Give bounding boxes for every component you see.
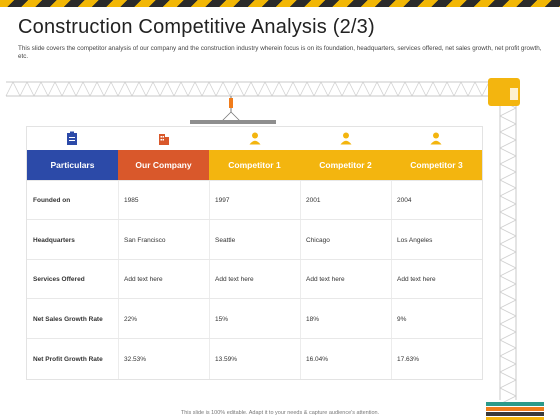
stacked-blocks-decoration bbox=[486, 402, 544, 420]
header-competitor-3: Competitor 3 bbox=[391, 150, 482, 180]
page-title: Construction Competitive Analysis (2/3) bbox=[18, 16, 375, 38]
cell-competitor-3: 2004 bbox=[397, 197, 412, 204]
cell-competitor-3: Add text here bbox=[397, 276, 436, 283]
building-icon bbox=[159, 134, 169, 145]
row-label: Net Sales Growth Rate bbox=[33, 315, 103, 323]
steel-beam bbox=[190, 120, 276, 124]
row-label: Net Profit Growth Rate bbox=[33, 355, 103, 363]
cell-competitor-2: Add text here bbox=[306, 276, 345, 283]
row-label: Founded on bbox=[33, 197, 71, 204]
cell-competitor-2: 2001 bbox=[306, 197, 321, 204]
person-icon bbox=[340, 132, 352, 145]
hazard-stripe-bar bbox=[0, 0, 560, 7]
cell-competitor-3: 17.63% bbox=[397, 355, 420, 363]
header-our-company: Our Company bbox=[118, 150, 209, 180]
table-row-net-profit: Net Profit Growth Rate 32.53% 13.59% 16.… bbox=[27, 338, 482, 379]
cell-competitor-2: 18% bbox=[306, 315, 320, 323]
row-label: Headquarters bbox=[33, 236, 75, 244]
clipboard-icon bbox=[67, 131, 77, 145]
icon-row bbox=[27, 127, 482, 149]
cell-competitor-1: Add text here bbox=[215, 276, 254, 283]
cell-our-company: 32.53% bbox=[124, 355, 147, 363]
cell-competitor-1: 15% bbox=[215, 315, 229, 323]
person-icon bbox=[430, 132, 442, 145]
competitor-table: Particulars Our Company Competitor 1 Com… bbox=[26, 126, 483, 380]
table-row-net-sales: Net Sales Growth Rate 22% 15% 18% 9% bbox=[27, 298, 482, 339]
table-row-services: Services Offered Add text here Add text … bbox=[27, 259, 482, 299]
cell-competitor-3: 9% bbox=[397, 315, 407, 323]
cell-our-company: San Francisco bbox=[124, 236, 166, 244]
header-competitor-2: Competitor 2 bbox=[300, 150, 391, 180]
cell-competitor-2: Chicago bbox=[306, 236, 330, 244]
cell-competitor-3: Los Angeles bbox=[397, 236, 433, 244]
person-icon bbox=[249, 132, 261, 145]
cell-competitor-1: 13.59% bbox=[215, 355, 238, 363]
table-row-founded: Founded on 1985 1997 2001 2004 bbox=[27, 180, 482, 220]
table-row-headquarters: Headquarters San Francisco Seattle Chica… bbox=[27, 219, 482, 260]
page-subtitle: This slide covers the competitor analysi… bbox=[18, 45, 542, 60]
header-particulars: Particulars bbox=[27, 150, 118, 180]
header-competitor-1: Competitor 1 bbox=[209, 150, 300, 180]
cell-competitor-1: 1997 bbox=[215, 197, 230, 204]
cell-competitor-2: 16.04% bbox=[306, 355, 329, 363]
cell-our-company: 1985 bbox=[124, 197, 139, 204]
cell-our-company: 22% bbox=[124, 315, 138, 323]
cell-competitor-1: Seattle bbox=[215, 236, 236, 244]
cell-our-company: Add text here bbox=[124, 276, 163, 283]
footer-note: This slide is 100% editable. Adapt it to… bbox=[180, 410, 380, 416]
row-label: Services Offered bbox=[33, 276, 85, 283]
